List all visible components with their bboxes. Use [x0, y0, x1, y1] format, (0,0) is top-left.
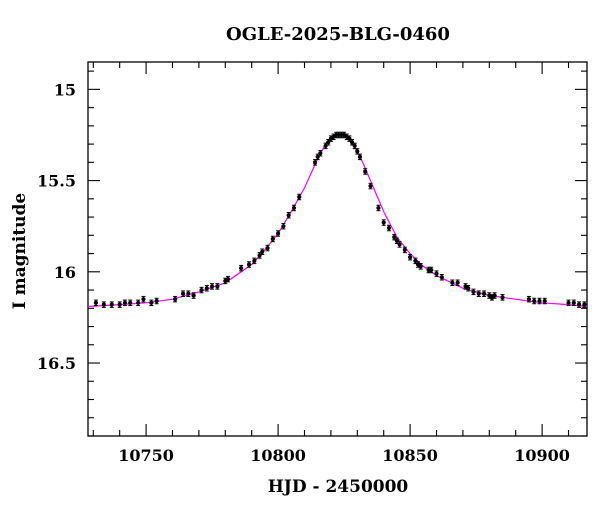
x-tick-label: 10850 — [382, 446, 438, 465]
data-point — [352, 142, 357, 150]
data-point — [466, 284, 471, 292]
data-point — [136, 299, 141, 307]
plot-frame — [87, 61, 588, 437]
data-point — [363, 168, 368, 175]
data-point — [93, 299, 99, 307]
y-tick-label: 16.5 — [37, 354, 76, 373]
data-point — [275, 230, 281, 237]
data-point — [101, 301, 106, 308]
data-point — [141, 295, 146, 303]
data-point — [376, 204, 381, 212]
data-point — [492, 292, 497, 299]
y-tick-label: 15 — [54, 80, 76, 99]
data-point — [526, 295, 532, 303]
data-point — [394, 237, 400, 245]
y-axis-label: I magnitude — [10, 193, 30, 310]
data-point — [239, 264, 244, 272]
x-tick-label: 10800 — [250, 446, 306, 465]
data-point — [455, 279, 460, 286]
data-point — [312, 159, 318, 166]
data-point — [476, 290, 481, 297]
data-point — [566, 299, 571, 307]
y-tick-labels: 15 15.5 16 16.5 — [37, 80, 76, 373]
data-point — [204, 284, 209, 292]
data-point — [191, 292, 196, 299]
data-point — [418, 263, 423, 270]
data-point — [122, 299, 128, 307]
data-point — [481, 290, 487, 297]
data-point — [582, 301, 587, 308]
x-axis-label: HJD - 2450000 — [268, 477, 409, 497]
data-point — [576, 301, 582, 308]
data-point — [265, 244, 270, 252]
data-point — [154, 297, 159, 305]
data-point — [117, 301, 122, 308]
data-point — [109, 301, 114, 308]
data-point — [397, 241, 402, 248]
data-point — [252, 257, 257, 265]
data-point — [429, 266, 434, 274]
data-point — [291, 204, 297, 212]
data-point — [537, 297, 542, 305]
data-point — [408, 253, 413, 261]
axis-ticks — [88, 62, 587, 437]
data-point — [246, 261, 252, 268]
data-point — [286, 212, 291, 219]
data-points — [93, 131, 587, 308]
data-point — [215, 283, 220, 290]
data-point — [225, 275, 231, 283]
data-point — [368, 182, 373, 190]
model-curve — [87, 134, 588, 308]
data-point — [434, 270, 439, 277]
data-point — [149, 299, 154, 307]
data-point — [355, 148, 360, 155]
data-point — [260, 248, 265, 255]
data-point — [450, 279, 455, 286]
x-tick-label: 10900 — [514, 446, 570, 465]
data-point — [381, 219, 386, 226]
data-point — [386, 224, 392, 232]
data-point — [180, 290, 186, 297]
data-point — [297, 193, 302, 201]
data-point — [270, 235, 275, 243]
data-point — [128, 299, 133, 307]
data-point — [532, 297, 537, 305]
data-point — [209, 283, 215, 290]
x-tick-labels: 10750 10800 10850 10900 — [118, 446, 570, 465]
data-point — [199, 286, 204, 294]
y-tick-label: 16 — [54, 263, 76, 282]
x-tick-label: 10750 — [118, 446, 174, 465]
data-point — [571, 299, 576, 307]
data-point — [318, 149, 323, 157]
data-point — [542, 297, 547, 305]
data-point — [500, 294, 505, 301]
data-point — [357, 153, 363, 161]
data-point — [186, 290, 191, 297]
data-point — [281, 222, 286, 230]
data-point — [439, 274, 444, 281]
data-point — [173, 295, 178, 303]
data-point — [471, 288, 476, 296]
chart-title: OGLE-2025-BLG-0460 — [226, 24, 450, 45]
y-tick-label: 15.5 — [37, 172, 76, 191]
data-point — [402, 246, 407, 254]
